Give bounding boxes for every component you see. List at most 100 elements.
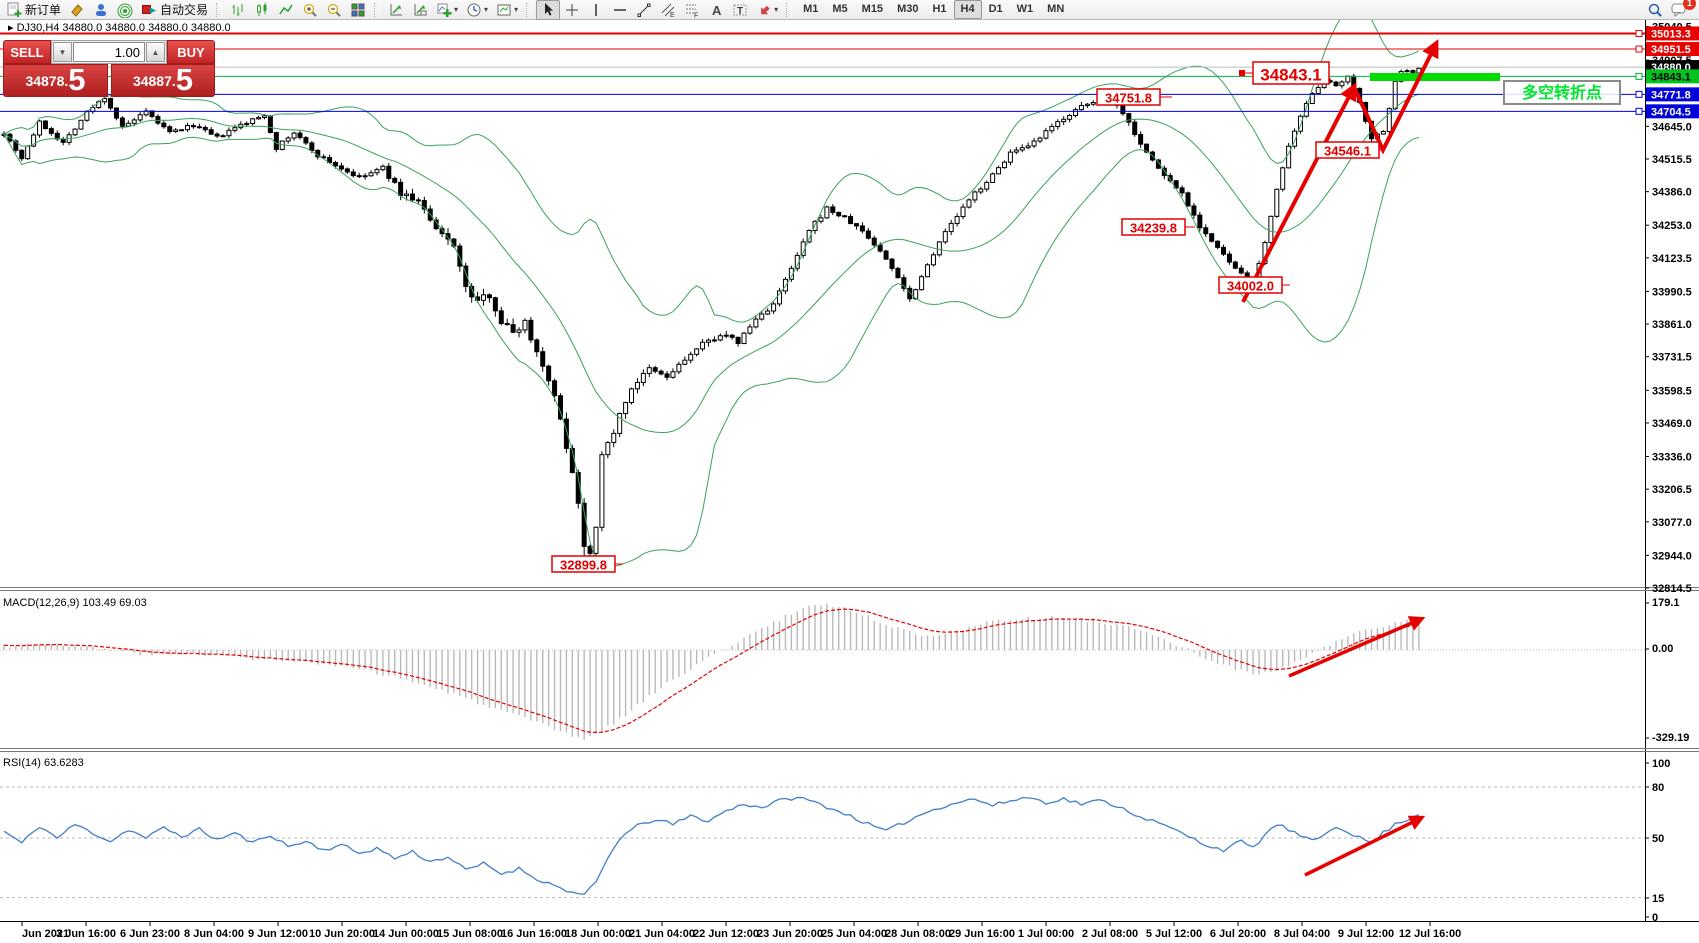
timeframe-d1[interactable]: D1	[988, 3, 1003, 15]
channel-icon: E	[661, 3, 675, 18]
svg-text:35013.3: 35013.3	[1651, 28, 1691, 40]
toolbar-zoom-in-button[interactable]	[298, 0, 322, 20]
svg-text:MACD(12,26,9) 103.49 69.03: MACD(12,26,9) 103.49 69.03	[3, 597, 147, 609]
buy-button[interactable]: BUY	[167, 40, 215, 64]
dropdown-caret-icon[interactable]: ▾	[514, 5, 519, 14]
dropdown-caret-icon[interactable]: ▾	[774, 5, 779, 14]
toolbar-fibonacci-button[interactable]: F	[680, 0, 704, 20]
svg-text:23 Jun 20:00: 23 Jun 20:00	[757, 928, 823, 940]
svg-text:33206.5: 33206.5	[1652, 484, 1692, 496]
timeframe-h4[interactable]: H4	[953, 0, 982, 19]
toolbar-line-chart-button[interactable]	[274, 0, 298, 20]
autotrade-icon	[142, 4, 157, 14]
toolbar-zoom-out-button[interactable]	[322, 0, 346, 20]
crosshair-icon	[566, 3, 579, 16]
note-box	[1503, 80, 1621, 105]
svg-text:9 Jun 12:00: 9 Jun 12:00	[248, 928, 308, 940]
toolbar-crosshair-button[interactable]	[560, 0, 584, 20]
svg-text:6 Jun 23:00: 6 Jun 23:00	[120, 928, 180, 940]
svg-text:34704.5: 34704.5	[1651, 106, 1691, 118]
buy-price-pips: 5	[175, 62, 194, 97]
vline-icon	[595, 3, 597, 16]
timeframe-h1[interactable]: H1	[932, 3, 947, 15]
toolbar-periods-button[interactable]: ▾	[462, 0, 492, 20]
timeframe-m1[interactable]: M1	[803, 3, 819, 15]
toolbar-separator	[216, 2, 223, 17]
svg-text:50: 50	[1652, 833, 1664, 845]
svg-text:22 Jun 12:00: 22 Jun 12:00	[693, 928, 759, 940]
sell-price-pips: 5	[68, 62, 86, 97]
svg-text:T: T	[737, 6, 743, 17]
toolbar-indicators-button[interactable]	[384, 0, 408, 20]
timeframe-m30[interactable]: M30	[897, 3, 919, 15]
dropdown-caret-icon[interactable]: ▾	[454, 5, 459, 14]
cursor-icon	[545, 2, 554, 16]
svg-text:34515.5: 34515.5	[1652, 154, 1692, 166]
volume-input[interactable]	[73, 42, 145, 62]
trendline-icon	[637, 3, 651, 17]
svg-text:33731.5: 33731.5	[1652, 352, 1692, 364]
timeframe-m15[interactable]: M15	[861, 3, 884, 15]
profile-icon	[96, 3, 107, 16]
toolbar-separator	[526, 2, 533, 17]
indicator-icon	[390, 3, 403, 15]
toolbar-styler-button[interactable]	[65, 0, 89, 20]
toolbar-signals-button[interactable]	[113, 0, 137, 20]
svg-text:Jun 2021: Jun 2021	[22, 928, 69, 940]
toolbar-bar-chart-button[interactable]	[226, 0, 250, 20]
price-annotation-box	[551, 555, 616, 573]
svg-text:1 Jul 00:00: 1 Jul 00:00	[1018, 928, 1074, 940]
dropdown-caret-icon[interactable]: ▾	[484, 5, 489, 14]
toolbar-add-indicator-button[interactable]: ▾	[432, 0, 462, 20]
period-icon	[467, 3, 481, 16]
toolbar-arrows-button[interactable]: ▾	[752, 0, 782, 20]
sell-price[interactable]: 34878. 5	[3, 64, 108, 97]
toolbar-chat-button[interactable]: 1	[1667, 0, 1696, 20]
svg-text:33990.5: 33990.5	[1652, 286, 1692, 298]
search-icon	[1648, 3, 1662, 17]
volume-stepper: ▼ ▲	[51, 40, 167, 64]
svg-text:15: 15	[1652, 893, 1664, 905]
volume-decrease-button[interactable]: ▼	[53, 42, 72, 62]
toolbar-trendline-button[interactable]	[632, 0, 656, 20]
macd-panel: MACD(12,26,9) 103.49 69.03 179.1 0.00 -329.…	[0, 597, 1689, 744]
toolbar-auto-trading-button[interactable]: 自动交易	[137, 0, 212, 20]
timeframe-w1[interactable]: W1	[1016, 3, 1034, 15]
sell-button[interactable]: SELL	[3, 40, 51, 64]
svg-text:F: F	[694, 12, 698, 18]
toolbar-vertical-line-button[interactable]	[584, 0, 608, 20]
toolbar-text-button[interactable]: A	[704, 0, 728, 20]
toolbar-indicator-window-button[interactable]	[408, 0, 432, 20]
toolbar-equidistant-channel-button[interactable]: E	[656, 0, 680, 20]
buy-price[interactable]: 34887. 5	[111, 64, 215, 97]
timeframe-toolbar: M1 M5 M15 M30 H1 H4 D1 W1 MN	[796, 0, 1071, 19]
svg-text:34843.1: 34843.1	[1260, 66, 1321, 85]
toolbar-profiles-button[interactable]	[89, 0, 113, 20]
toolbar-search-button[interactable]	[1643, 0, 1667, 20]
toolbar-cursor-button[interactable]	[536, 0, 561, 20]
svg-text:0: 0	[1652, 912, 1658, 924]
timeframe-mn[interactable]: MN	[1047, 3, 1065, 15]
toolbar-group: E F A T ▾	[536, 0, 782, 20]
line-chart-icon	[279, 4, 293, 14]
toolbar-candlestick-chart-button[interactable]	[250, 0, 274, 20]
green-trend-bar	[1370, 73, 1500, 81]
toolbar-new-order-button[interactable]: 新订单	[2, 0, 65, 20]
sell-price-main: 34878	[25, 73, 65, 89]
svg-text:8 Jul 04:00: 8 Jul 04:00	[1274, 928, 1330, 940]
toolbar-horizontal-line-button[interactable]	[608, 0, 632, 20]
svg-text:34546.1: 34546.1	[1324, 144, 1371, 159]
svg-text:3 Jun 16:00: 3 Jun 16:00	[56, 928, 116, 940]
svg-text:0.00: 0.00	[1652, 643, 1673, 655]
toolbar-text-label-button[interactable]: T	[728, 0, 752, 20]
toolbar-tile-windows-button[interactable]	[346, 0, 370, 20]
timeframe-m5[interactable]: M5	[832, 3, 848, 15]
svg-text:多空转折点: 多空转折点	[1522, 83, 1602, 102]
shapes-icon	[761, 5, 770, 14]
volume-increase-button[interactable]: ▲	[146, 42, 165, 62]
toolbar-templates-button[interactable]: ▾	[492, 0, 522, 20]
svg-text:33598.5: 33598.5	[1652, 385, 1692, 397]
